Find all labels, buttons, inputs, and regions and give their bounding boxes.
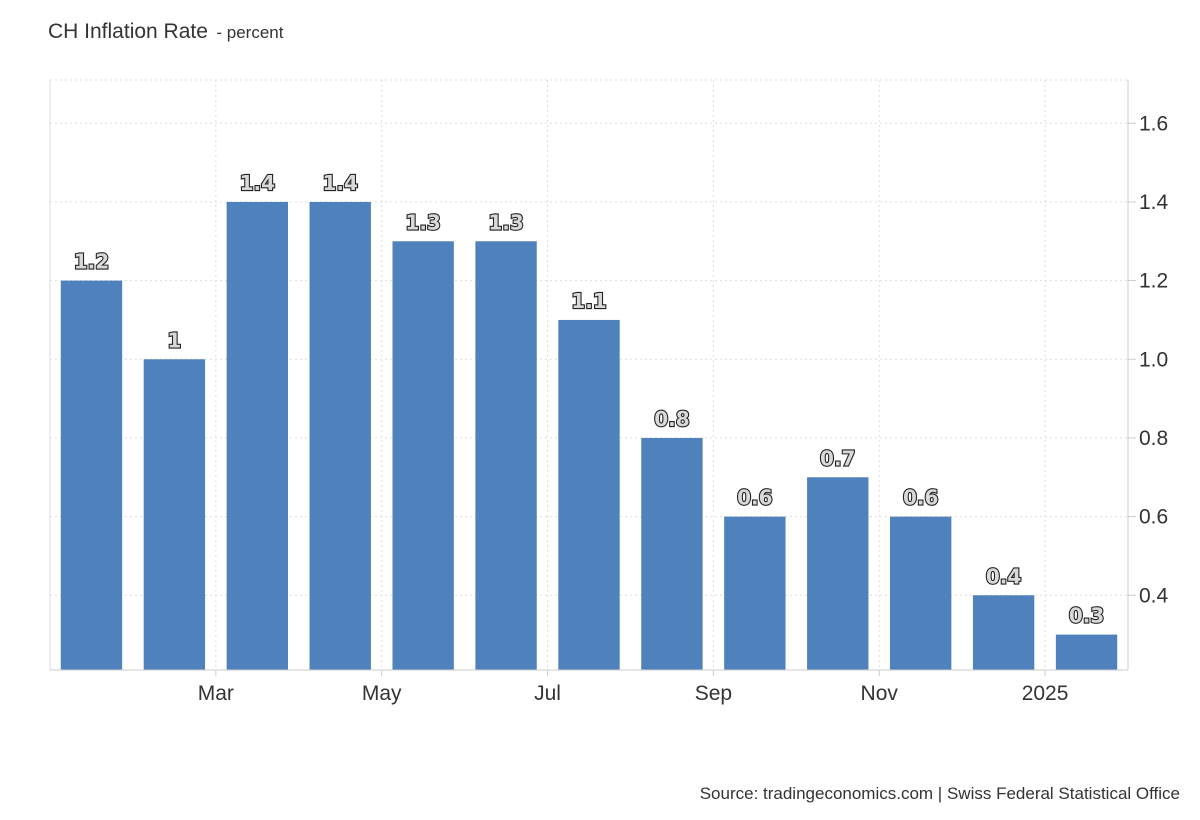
source-credit: Source: tradingeconomics.com | Swiss Fed… bbox=[699, 784, 1180, 803]
bar bbox=[309, 201, 371, 670]
bar bbox=[890, 516, 952, 670]
data-label: 0.4 bbox=[986, 564, 1021, 588]
x-tick-label: Jul bbox=[534, 682, 561, 705]
data-label: 0.6 bbox=[737, 486, 772, 510]
bar bbox=[807, 477, 869, 670]
bar bbox=[392, 241, 454, 670]
bar bbox=[972, 595, 1035, 670]
data-label: 1.4 bbox=[323, 171, 358, 195]
chart-title: CH Inflation Rate bbox=[48, 20, 208, 43]
data-label: 0.7 bbox=[820, 446, 855, 470]
chart-title-row: CH Inflation Rate - percent bbox=[48, 20, 283, 44]
bar bbox=[641, 437, 703, 670]
x-tick-label: 2025 bbox=[1022, 682, 1069, 705]
x-tick-label: Sep bbox=[695, 682, 732, 705]
data-label: 1.2 bbox=[74, 250, 109, 274]
bar bbox=[558, 319, 620, 670]
y-tick-label: 1.4 bbox=[1139, 191, 1169, 214]
data-label: 1.3 bbox=[405, 210, 440, 234]
data-label: 0.3 bbox=[1069, 604, 1104, 628]
data-label: 1.1 bbox=[571, 289, 606, 313]
bar bbox=[724, 516, 786, 670]
bar bbox=[475, 241, 537, 670]
data-label: 1 bbox=[167, 328, 181, 352]
data-label: 1.3 bbox=[488, 210, 523, 234]
bar bbox=[226, 201, 288, 670]
y-tick-label: 1.0 bbox=[1139, 348, 1168, 371]
y-tick-label: 0.4 bbox=[1139, 584, 1169, 607]
bar bbox=[143, 359, 206, 670]
x-tick-label: Nov bbox=[861, 682, 899, 705]
y-tick-label: 1.6 bbox=[1139, 112, 1168, 135]
data-label: 0.8 bbox=[654, 407, 689, 431]
x-tick-label: Mar bbox=[198, 682, 234, 705]
chart-subtitle: - percent bbox=[216, 23, 284, 42]
data-label: 1.4 bbox=[240, 171, 275, 195]
data-label: 0.6 bbox=[903, 486, 938, 510]
y-tick-label: 0.6 bbox=[1139, 506, 1168, 529]
y-tick-label: 1.2 bbox=[1139, 270, 1168, 293]
y-tick-label: 0.8 bbox=[1139, 427, 1168, 450]
bar bbox=[60, 280, 123, 670]
x-tick-label: May bbox=[362, 682, 402, 705]
bar bbox=[1055, 634, 1118, 670]
